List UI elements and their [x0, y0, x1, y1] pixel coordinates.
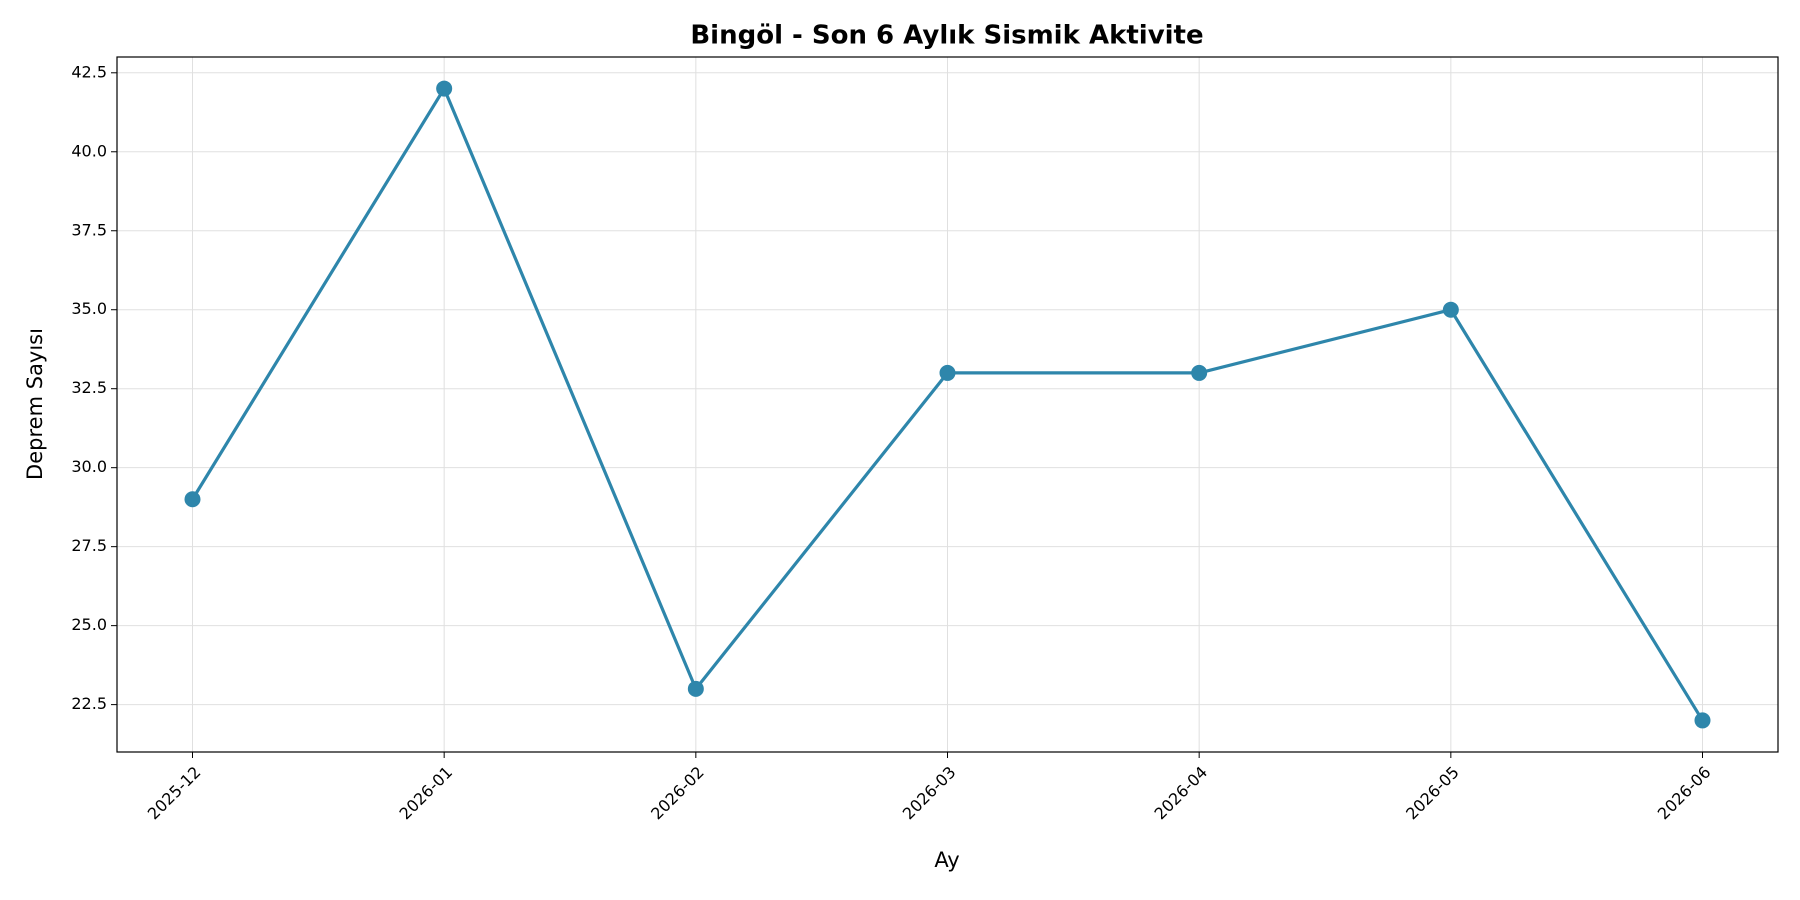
x-tick-label: 2026-03 — [899, 763, 960, 824]
x-tick-label: 2026-05 — [1402, 763, 1463, 824]
y-tick-label: 37.5 — [71, 220, 107, 239]
y-tick-label: 35.0 — [71, 299, 107, 318]
plot-frame — [116, 56, 1779, 753]
y-tick-label: 27.5 — [71, 536, 107, 555]
data-point — [1694, 712, 1711, 729]
data-point — [939, 364, 956, 381]
data-point — [436, 80, 453, 97]
y-tick-label: 42.5 — [71, 62, 107, 81]
x-tick-label: 2026-01 — [395, 763, 456, 824]
data-point — [1191, 364, 1208, 381]
x-tick-label: 2025-12 — [144, 763, 205, 824]
y-axis-label: Deprem Sayısı — [23, 328, 47, 480]
y-tick-label: 40.0 — [71, 141, 107, 160]
y-tick-label: 30.0 — [71, 457, 107, 476]
data-point — [184, 491, 201, 508]
y-tick-label: 22.5 — [71, 694, 107, 713]
y-tick-label: 25.0 — [71, 615, 107, 634]
y-tick-label: 32.5 — [71, 378, 107, 397]
x-tick-label: 2026-06 — [1654, 763, 1715, 824]
chart-title: Bingöl - Son 6 Aylık Sismik Aktivite — [690, 21, 1203, 51]
x-tick-label: 2026-02 — [647, 763, 708, 824]
data-point — [687, 680, 704, 697]
x-tick-label: 2026-04 — [1150, 763, 1211, 824]
x-axis-label: Ay — [934, 848, 959, 872]
data-point — [1442, 301, 1459, 318]
